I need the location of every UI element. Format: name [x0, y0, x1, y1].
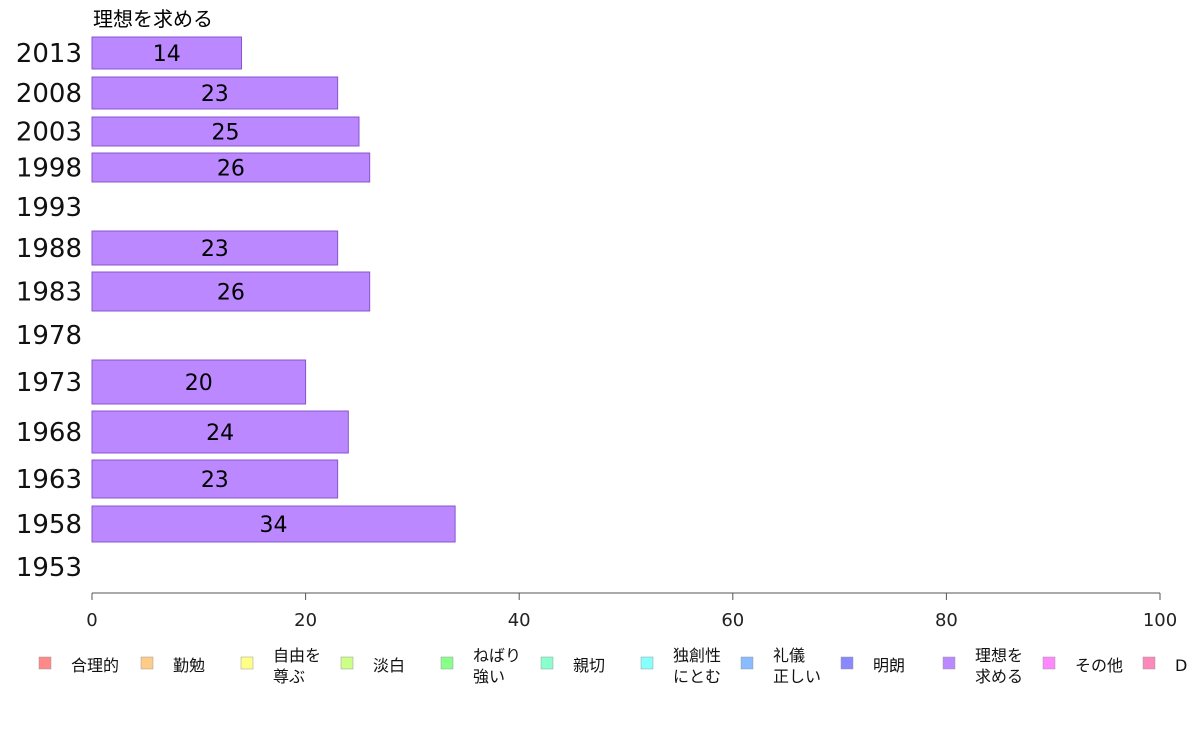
bar [91, 505, 456, 543]
legend-swatch [640, 656, 654, 670]
chart-title: 理想を求める [93, 7, 213, 31]
bar [91, 230, 339, 266]
bar [91, 410, 349, 454]
y-tick-label: 1983 [16, 278, 82, 308]
legend-label: その他 [1075, 656, 1123, 675]
x-tick-label: 0 [86, 610, 97, 631]
legend-swatch [440, 656, 454, 670]
x-tick-label: 20 [294, 610, 317, 631]
y-tick-label: 2008 [16, 79, 82, 109]
bar-value-label: 25 [212, 121, 240, 146]
bars-group: 14 23 25 26 23 26 20 24 23 34 [91, 36, 456, 543]
legend-swatch [340, 656, 354, 670]
bar-value-label: 14 [153, 42, 181, 67]
legend-swatch [38, 656, 52, 670]
legend-label-line: にとむ [673, 667, 721, 686]
bar [91, 36, 243, 70]
y-tick-label: 1968 [16, 418, 82, 448]
legend-label-line: 礼儀 [773, 646, 805, 665]
x-tick-label: 40 [508, 610, 531, 631]
legend-label: 勤勉 [173, 656, 205, 675]
y-tick-label: 1953 [16, 553, 82, 583]
y-tick-label: 1978 [16, 321, 82, 351]
legend-label: 独創性にとむ [673, 646, 721, 686]
bar [91, 359, 307, 405]
legend-swatch [840, 656, 854, 670]
legend-label: D [1175, 656, 1187, 675]
legend-label: 合理的 [71, 656, 119, 675]
legend-label-line: 自由を [273, 646, 321, 665]
bar [91, 459, 339, 499]
y-tick-label: 2003 [16, 118, 82, 148]
y-tick-label: 2013 [16, 39, 82, 69]
y-tick-label: 1958 [16, 510, 82, 540]
legend-swatch [540, 656, 554, 670]
y-axis-labels: 2013 2008 2003 1998 1993 1988 1983 1978 1973 1968… [16, 39, 82, 583]
bar-value-label: 34 [260, 513, 288, 538]
legend-label-line: 理想を [975, 646, 1023, 665]
bar [91, 271, 371, 312]
bar [91, 152, 371, 183]
x-tick-label: 60 [721, 610, 744, 631]
bar-value-label: 23 [201, 82, 229, 107]
x-axis: 0 20 40 60 80 100 [86, 592, 1177, 631]
bar-value-label: 23 [201, 468, 229, 493]
y-tick-label: 1963 [16, 465, 82, 495]
y-tick-label: 1993 [16, 193, 82, 223]
legend-label-line: 求める [975, 667, 1023, 686]
legend-swatch [942, 656, 956, 670]
legend-swatch [140, 656, 154, 670]
legend-label-line: 独創性 [673, 646, 721, 665]
bar [91, 76, 339, 110]
y-tick-label: 1973 [16, 368, 82, 398]
legend: 合理的 勤勉 自由を尊ぶ 淡白 ねばり強い 親切 独創性にとむ 礼儀正しい 明朗 理想を求める その… [38, 646, 1187, 686]
y-tick-label: 1998 [16, 154, 82, 184]
y-tick-label: 1988 [16, 234, 82, 264]
legend-label: 親切 [573, 656, 605, 675]
legend-label: 淡白 [373, 656, 405, 675]
bar-value-label: 24 [206, 421, 234, 446]
legend-label: 明朗 [873, 656, 905, 675]
legend-label: 自由を尊ぶ [273, 646, 321, 686]
bar [91, 116, 360, 147]
legend-label: 礼儀正しい [773, 646, 821, 686]
legend-label-line: 尊ぶ [273, 667, 305, 686]
bar-value-label: 20 [185, 371, 213, 396]
legend-label-line: 強い [473, 667, 505, 686]
legend-label: 理想を求める [975, 646, 1023, 686]
legend-label-line: ねばり [473, 646, 521, 665]
bar-value-label: 26 [217, 281, 245, 306]
legend-swatch [1142, 656, 1156, 670]
bar-value-label: 23 [201, 237, 229, 262]
legend-swatch [740, 656, 754, 670]
legend-label: ねばり強い [473, 646, 521, 686]
bar-value-label: 26 [217, 157, 245, 182]
legend-swatch [240, 656, 254, 670]
legend-swatch [1042, 656, 1056, 670]
x-tick-label: 100 [1143, 610, 1177, 631]
legend-label-line: 正しい [773, 667, 821, 686]
x-tick-label: 80 [935, 610, 958, 631]
